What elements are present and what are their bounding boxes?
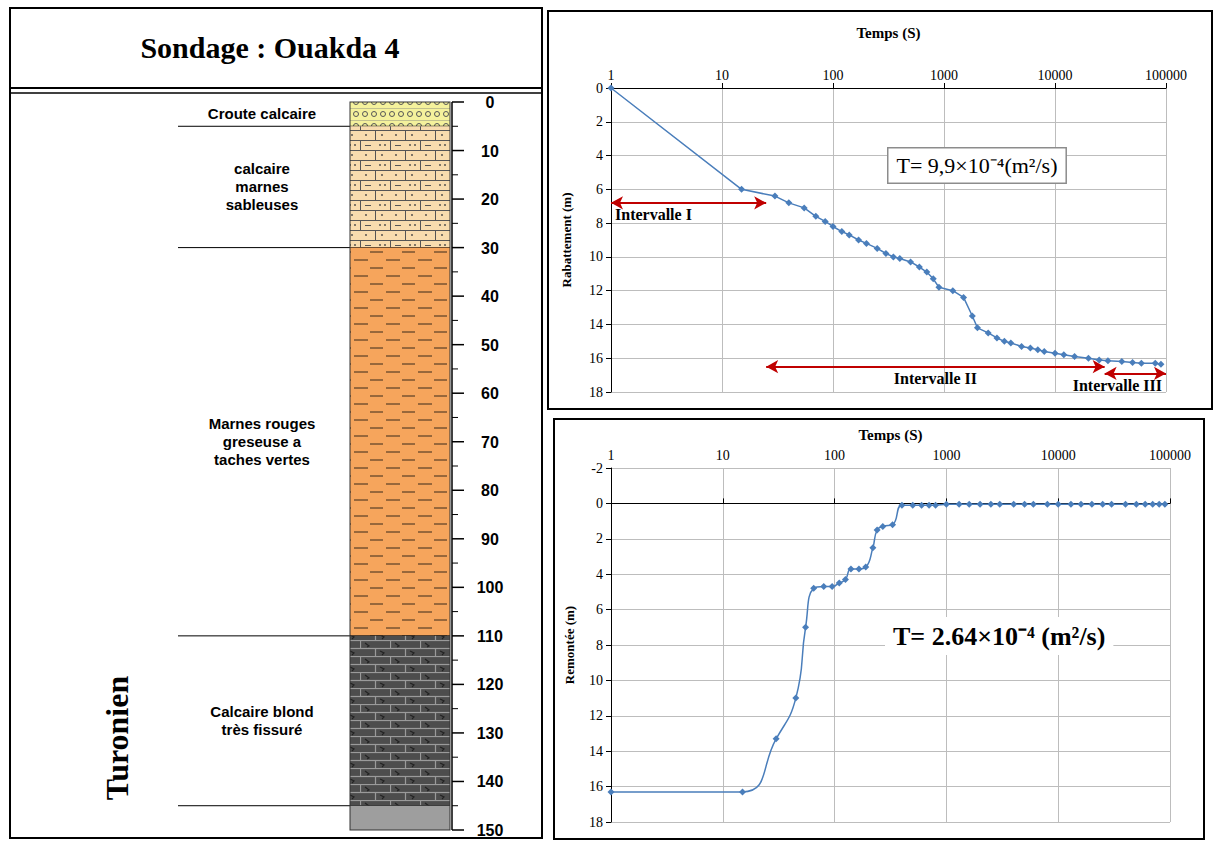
svg-text:120: 120 — [477, 676, 504, 693]
svg-text:18: 18 — [589, 385, 603, 400]
svg-text:Intervalle II: Intervalle II — [894, 370, 977, 387]
svg-text:70: 70 — [481, 434, 499, 451]
svg-text:18: 18 — [589, 815, 603, 830]
svg-text:8: 8 — [596, 216, 603, 231]
svg-text:14: 14 — [589, 317, 603, 332]
svg-text:Intervalle I: Intervalle I — [615, 206, 692, 223]
svg-text:Rabattement (m): Rabattement (m) — [559, 193, 574, 288]
svg-text:6: 6 — [596, 182, 603, 197]
svg-text:0: 0 — [596, 496, 603, 511]
svg-text:12: 12 — [589, 708, 603, 723]
svg-text:100000: 100000 — [1149, 448, 1191, 463]
svg-text:1: 1 — [608, 68, 615, 83]
svg-text:Croute calcaire: Croute calcaire — [208, 105, 316, 122]
svg-text:T= 9,9×10⁻⁴(m²/s): T= 9,9×10⁻⁴(m²/s) — [897, 153, 1058, 178]
svg-text:10: 10 — [715, 68, 729, 83]
svg-text:10: 10 — [716, 448, 730, 463]
svg-text:1: 1 — [608, 448, 615, 463]
svg-text:20: 20 — [481, 191, 499, 208]
svg-text:T= 2.64×10⁻⁴ (m²/s): T= 2.64×10⁻⁴ (m²/s) — [893, 622, 1105, 651]
svg-text:4: 4 — [596, 148, 603, 163]
svg-text:2: 2 — [596, 114, 603, 129]
svg-text:12: 12 — [589, 283, 603, 298]
svg-text:30: 30 — [481, 240, 499, 257]
svg-text:Temps (S): Temps (S) — [856, 25, 920, 42]
svg-text:16: 16 — [589, 351, 603, 366]
svg-text:140: 140 — [477, 773, 504, 790]
svg-text:100: 100 — [824, 448, 845, 463]
svg-text:40: 40 — [481, 288, 499, 305]
svg-text:Calcaire blondtrès fissuré: Calcaire blondtrès fissuré — [210, 703, 313, 738]
svg-text:8: 8 — [596, 638, 603, 653]
svg-text:0: 0 — [596, 81, 603, 96]
svg-text:130: 130 — [477, 725, 504, 742]
svg-text:0: 0 — [486, 94, 495, 111]
svg-text:calcairemarnessableuses: calcairemarnessableuses — [226, 160, 299, 213]
svg-text:10: 10 — [481, 143, 499, 160]
svg-text:100000: 100000 — [1145, 68, 1187, 83]
svg-text:14: 14 — [589, 744, 603, 759]
svg-text:10000: 10000 — [1038, 68, 1073, 83]
svg-text:-2: -2 — [591, 461, 603, 476]
svg-text:4: 4 — [596, 567, 603, 582]
svg-text:60: 60 — [481, 385, 499, 402]
svg-text:Remontée (m): Remontée (m) — [562, 606, 577, 684]
svg-text:100: 100 — [477, 579, 504, 596]
svg-text:90: 90 — [481, 531, 499, 548]
svg-text:100: 100 — [823, 68, 844, 83]
svg-text:Intervalle III: Intervalle III — [1073, 377, 1162, 394]
svg-text:6: 6 — [596, 602, 603, 617]
svg-text:10: 10 — [589, 673, 603, 688]
svg-text:Sondage : Ouakda 4: Sondage : Ouakda 4 — [140, 31, 399, 64]
svg-text:10: 10 — [589, 249, 603, 264]
svg-text:16: 16 — [589, 779, 603, 794]
svg-text:1000: 1000 — [930, 68, 958, 83]
svg-text:Turonien: Turonien — [99, 676, 135, 801]
svg-text:110: 110 — [477, 628, 503, 645]
svg-text:Marnes rougesgreseuse ataches: Marnes rougesgreseuse ataches vertes — [209, 415, 316, 468]
svg-text:10000: 10000 — [1041, 448, 1076, 463]
svg-text:80: 80 — [481, 482, 499, 499]
svg-text:50: 50 — [481, 337, 499, 354]
svg-text:2: 2 — [596, 531, 603, 546]
svg-text:1000: 1000 — [932, 448, 960, 463]
svg-text:150: 150 — [477, 822, 504, 839]
svg-text:Temps (S): Temps (S) — [858, 427, 922, 444]
